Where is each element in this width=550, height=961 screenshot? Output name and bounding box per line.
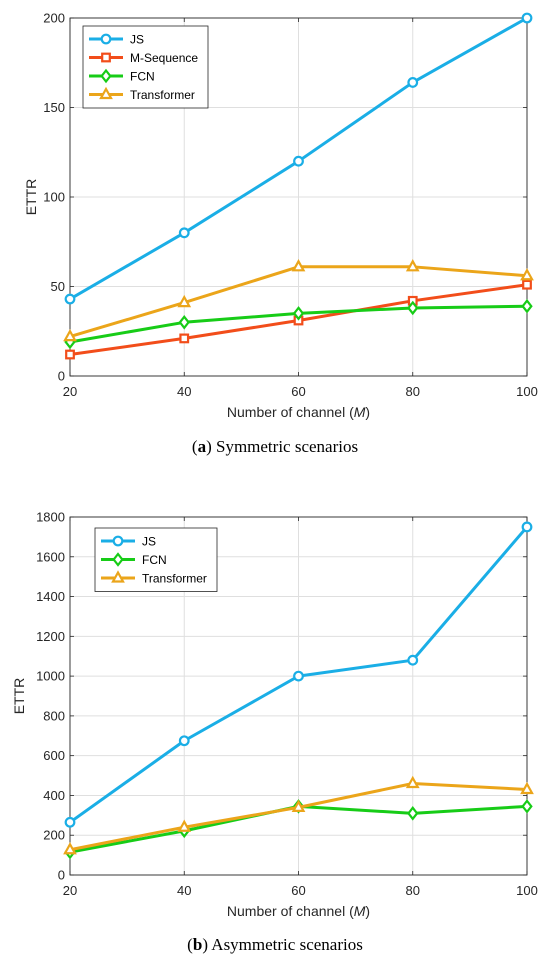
data-point	[407, 300, 419, 316]
chart-b: 20 40 60 80 10002004006008001000120014001600…	[11, 510, 538, 955]
y-axis-label: ETTR	[11, 678, 27, 715]
series-transformer	[63, 259, 534, 342]
legend-label: FCN	[130, 70, 155, 84]
series-js	[64, 521, 533, 828]
legend: JS M-Sequence FCN Transformer	[82, 25, 209, 109]
y-tick-label: 1200	[36, 629, 65, 644]
y-tick-label: 600	[43, 748, 65, 763]
x-tick-label: 60	[291, 883, 305, 898]
y-tick-label: 100	[43, 190, 65, 205]
legend-label: FCN	[142, 553, 167, 567]
legend-swatch-marker	[99, 86, 113, 100]
y-tick-label: 0	[58, 868, 65, 883]
series-js	[64, 12, 533, 305]
data-point	[405, 259, 420, 272]
y-tick-label: 1600	[36, 549, 65, 564]
data-point	[65, 349, 75, 360]
data-point	[521, 521, 533, 533]
data-point	[179, 333, 190, 344]
data-point	[178, 315, 190, 330]
y-tick-label: 0	[58, 369, 65, 384]
data-point	[522, 279, 532, 290]
y-tick-label: 800	[43, 708, 65, 723]
legend-label: JS	[142, 535, 156, 549]
data-point	[521, 12, 533, 24]
legend-swatch-marker	[100, 33, 112, 45]
data-point	[521, 799, 533, 814]
data-point	[177, 819, 192, 832]
x-tick-label: 40	[177, 883, 191, 898]
y-tick-label: 1800	[36, 510, 65, 525]
x-tick-label: 40	[177, 384, 191, 399]
series-transformer	[63, 775, 534, 855]
figure-caption: (b) Asymmetric scenarios	[187, 935, 363, 954]
legend-label: Transformer	[130, 88, 195, 102]
legend: JS FCN Transformer	[94, 527, 218, 592]
y-tick-label: 200	[43, 828, 65, 843]
x-tick-label: 20	[63, 883, 77, 898]
y-tick-label: 50	[51, 279, 65, 294]
figure-caption: (a) Symmetric scenarios	[192, 437, 358, 456]
y-tick-label: 150	[43, 100, 65, 115]
x-tick-label: 20	[63, 384, 77, 399]
y-tick-label: 200	[43, 11, 65, 26]
y-axis-label: ETTR	[23, 179, 39, 216]
legend-label: JS	[130, 33, 144, 47]
legend-swatch-marker	[111, 570, 125, 583]
x-axis-label: Number of channel (M)	[227, 903, 370, 919]
legend-swatch-marker	[112, 535, 124, 547]
y-tick-label: 1000	[36, 669, 65, 684]
data-point	[521, 298, 533, 314]
data-point	[293, 670, 304, 682]
data-point	[291, 799, 306, 812]
legend-swatch-marker	[101, 52, 111, 63]
legend-label: Transformer	[142, 572, 207, 586]
data-point	[292, 306, 305, 321]
legend-label: M-Sequence	[130, 51, 198, 65]
y-tick-label: 1400	[36, 589, 65, 604]
x-tick-label: 80	[406, 883, 420, 898]
x-tick-label: 100	[516, 883, 538, 898]
data-point	[407, 654, 419, 666]
data-point	[178, 735, 190, 747]
legend-swatch-marker	[112, 552, 124, 567]
data-point	[64, 816, 76, 828]
axes-frame	[69, 516, 528, 876]
x-tick-label: 60	[291, 384, 305, 399]
chart-a: 20 40 60 80 100 0 50 100 150 200 Number of channel…	[23, 11, 538, 457]
data-point	[293, 155, 304, 167]
x-axis-label: Number of channel (M)	[227, 404, 370, 420]
y-tick-label: 400	[43, 788, 65, 803]
data-point	[407, 806, 419, 821]
data-point	[407, 77, 419, 88]
data-point	[177, 294, 192, 308]
data-point	[520, 267, 534, 281]
data-point	[63, 328, 77, 342]
data-point	[520, 781, 534, 795]
data-point	[291, 259, 306, 272]
x-tick-label: 100	[516, 384, 538, 399]
data-point	[178, 227, 190, 239]
data-point	[63, 841, 77, 855]
x-tick-label: 80	[406, 384, 420, 399]
data-point	[64, 293, 76, 305]
axes-frame	[69, 17, 528, 377]
data-point	[405, 775, 420, 789]
legend-swatch-marker	[100, 68, 112, 84]
